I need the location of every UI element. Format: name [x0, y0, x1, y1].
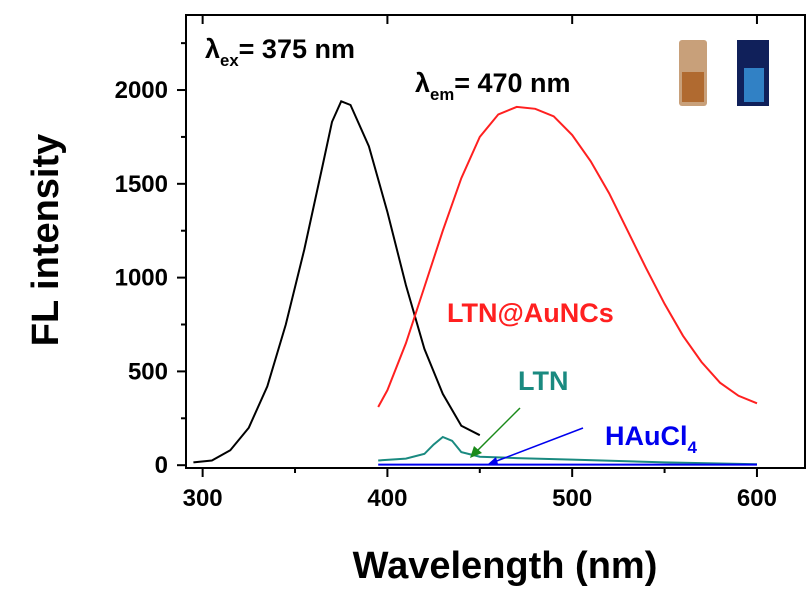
x-tick-label: 400 [367, 485, 407, 512]
series-label-part: 4 [688, 438, 698, 457]
y-tick-label: 2000 [115, 77, 168, 104]
y-axis-title: FL intensity [25, 134, 67, 347]
y-tick-label: 1500 [115, 171, 168, 198]
y-tick-label: 1000 [115, 265, 168, 292]
annotation: λex= 375 nm [205, 34, 355, 70]
x-tick-label: 500 [552, 485, 592, 512]
arrow-head [488, 457, 498, 464]
series-label: LTN@AuNCs [447, 298, 614, 328]
series-line [377, 105, 758, 408]
plot-frame [185, 14, 806, 469]
x-tick-label: 600 [737, 485, 777, 512]
annotation-part: ex [220, 51, 239, 70]
annotation-part: = 470 nm [454, 68, 570, 98]
series-line [378, 435, 758, 466]
annotation: λem= 470 nm [415, 68, 571, 104]
pointer-arrow [493, 427, 584, 463]
vial-liquid [682, 72, 704, 102]
x-axis-title: Wavelength (nm) [353, 545, 658, 587]
annotation-part: em [430, 85, 454, 104]
annotation-part: λ [415, 68, 430, 98]
y-tick-label: 500 [128, 358, 168, 385]
arrow-head [470, 446, 482, 458]
x-tick-label: 300 [183, 485, 223, 512]
annotation-part: λ [205, 34, 220, 64]
annotation-part: = 375 nm [239, 34, 355, 64]
pointer-arrow [475, 407, 521, 453]
y-tick-label: 0 [155, 452, 168, 479]
series-label: HAuCl4 [605, 421, 698, 457]
series-line [193, 100, 481, 464]
series-label: LTN [518, 366, 568, 396]
vial-glow [744, 68, 764, 102]
series-label-part: HAuCl [605, 421, 688, 451]
